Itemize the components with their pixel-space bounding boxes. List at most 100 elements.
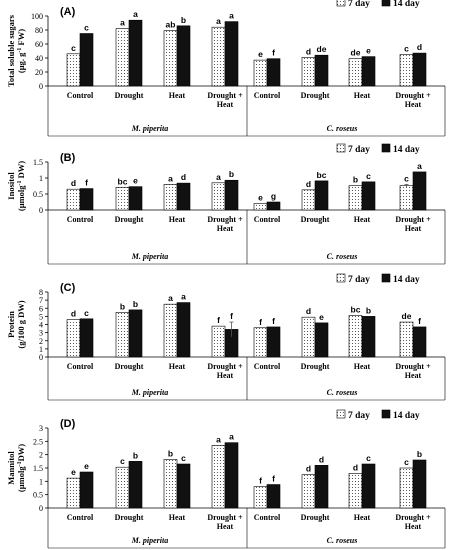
- bar: [361, 181, 376, 211]
- bar: [301, 474, 316, 509]
- significance-letter: c: [71, 43, 76, 53]
- significance-letter: d: [306, 306, 311, 316]
- significance-letter: b: [168, 448, 173, 458]
- y-tick-label: 2.5: [33, 437, 43, 446]
- significance-letter: c: [181, 453, 186, 463]
- panel-label: (A): [60, 6, 76, 18]
- bar: [115, 28, 130, 87]
- bar: [211, 26, 226, 87]
- significance-letter: a: [216, 16, 221, 26]
- bar: [361, 56, 376, 87]
- y-tick-label: 3: [39, 329, 43, 338]
- significance-letter: d: [71, 309, 76, 319]
- y-tick-label: 40: [35, 54, 43, 63]
- panel-label: (D): [60, 418, 76, 430]
- bar: [266, 201, 281, 211]
- x-tick-label: Heat: [354, 215, 371, 224]
- x-tick-label: Heat: [405, 522, 422, 531]
- significance-letter: e: [366, 46, 371, 56]
- bar: [266, 484, 281, 509]
- legend-swatch: [336, 0, 346, 7]
- x-tick-label: Drought +: [395, 91, 431, 100]
- bar: [211, 325, 226, 358]
- legend: 7 day 14 day: [336, 0, 420, 9]
- y-tick-label: 0.5: [33, 491, 43, 500]
- y-tick-label: 6: [39, 304, 43, 313]
- y-tick-label: 0: [39, 504, 43, 513]
- significance-letter: d: [353, 462, 358, 472]
- species-label: C. roseus: [327, 252, 358, 261]
- significance-letter: c: [404, 173, 409, 183]
- y-axis-label-line: (µmolg-1DW): [16, 444, 26, 492]
- y-tick-label: 100: [31, 12, 43, 21]
- y-axis-label-line: Protein: [6, 311, 16, 338]
- bar: [348, 185, 363, 211]
- bar: [314, 54, 329, 87]
- bar: [253, 203, 268, 211]
- legend-swatch: [381, 409, 391, 419]
- x-tick-label: Heat: [217, 100, 234, 109]
- x-tick-label: Heat: [217, 522, 234, 531]
- legend-label: 7 day: [348, 145, 370, 155]
- x-tick-label: Drought: [115, 513, 144, 522]
- y-axis-label-line: Mannitol: [6, 451, 16, 485]
- significance-letter: a: [417, 161, 422, 171]
- legend-swatch: [381, 273, 391, 283]
- bar: [399, 467, 414, 509]
- y-tick-label: 1: [39, 477, 43, 486]
- significance-letter: d: [181, 172, 186, 182]
- species-label: M. piperita: [131, 536, 168, 545]
- legend-label: 7 day: [348, 275, 370, 285]
- significance-letter: a: [120, 18, 125, 28]
- significance-letter: f: [85, 178, 88, 188]
- y-tick-label: 0.5: [33, 190, 43, 199]
- y-axis-label: Mannitol (µmolg-1DW): [6, 444, 26, 492]
- bar: [314, 180, 329, 211]
- significance-letter: f: [418, 316, 421, 326]
- significance-letter: c: [84, 23, 89, 33]
- x-tick-label: Heat: [354, 91, 371, 100]
- x-tick-label: Heat: [169, 215, 186, 224]
- x-tick-label: Heat: [169, 91, 186, 100]
- bar: [211, 445, 226, 509]
- x-tick-label: Drought +: [207, 215, 243, 224]
- x-tick-label: Drought +: [395, 362, 431, 371]
- significance-letter: de: [351, 48, 361, 58]
- significance-letter: ab: [166, 20, 176, 30]
- species-label: M. piperita: [131, 388, 168, 397]
- x-tick-label: Heat: [169, 362, 186, 371]
- legend-label: 14 day: [393, 411, 420, 421]
- significance-letter: d: [306, 46, 311, 56]
- x-tick-label: Drought +: [395, 215, 431, 224]
- x-tick-label: Drought: [301, 362, 330, 371]
- bar: [301, 189, 316, 211]
- bar: [253, 59, 268, 87]
- legend-swatch: [381, 143, 391, 153]
- x-tick-label: Drought: [301, 215, 330, 224]
- significance-letter: d: [319, 454, 324, 464]
- x-tick-label: Heat: [405, 371, 422, 380]
- significance-letter: e: [258, 193, 263, 203]
- bar: [163, 184, 178, 211]
- significance-letter: b: [353, 175, 358, 185]
- y-axis-label-line: (µmolg-1 DW): [16, 161, 26, 211]
- legend-swatch: [336, 409, 346, 419]
- significance-letter: b: [229, 169, 234, 179]
- significance-letter: bc: [351, 305, 361, 315]
- bar: [412, 171, 427, 211]
- legend: 7 day 14 day: [336, 409, 420, 421]
- y-tick-label: 60: [35, 40, 43, 49]
- x-tick-label: Drought +: [207, 91, 243, 100]
- y-tick-label: 1: [39, 174, 43, 183]
- bar: [163, 30, 178, 87]
- y-axis-label: Protein (g/100 g DW): [6, 300, 26, 348]
- chart-panel: 0 0.5 1 1.5 Inositol (µmolg-1 DW) (B) 7 day 14 d…: [6, 143, 446, 265]
- legend-label: 7 day: [348, 411, 370, 421]
- x-tick-label: Control: [254, 362, 281, 371]
- bar: [211, 182, 226, 211]
- bar: [266, 58, 281, 87]
- x-tick-label: Control: [67, 362, 94, 371]
- significance-letter: b: [120, 301, 125, 311]
- significance-letter: f: [230, 311, 233, 321]
